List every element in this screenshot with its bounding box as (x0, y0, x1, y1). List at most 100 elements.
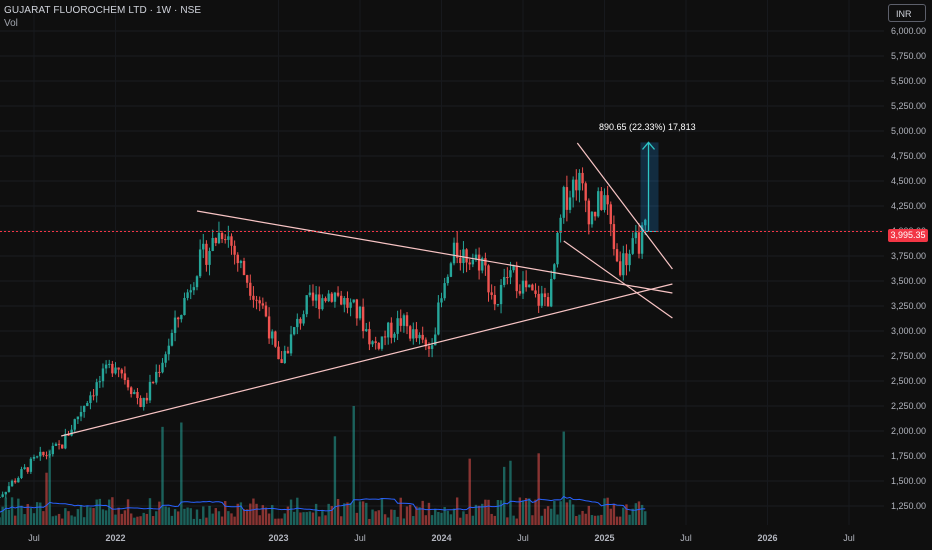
candle-body (299, 318, 302, 324)
volume-bar (562, 431, 565, 525)
volume-bar (4, 497, 7, 525)
volume-bar (587, 505, 591, 525)
volume-bar (415, 506, 418, 525)
volume-bar (61, 518, 64, 525)
price-tick-label: 5,500.00 (891, 76, 926, 86)
candle-body (568, 197, 572, 210)
candle-body (455, 242, 459, 258)
last-price-badge: 3,995.35 (888, 229, 928, 242)
candle-body (1, 494, 4, 497)
candle-body (321, 298, 324, 310)
volume-bar (471, 515, 475, 525)
candle-body (434, 334, 437, 346)
volume-bar (7, 509, 11, 525)
candle-body (111, 363, 114, 374)
volume-bar (612, 503, 616, 525)
candle-body (437, 302, 440, 335)
measure-box (640, 142, 659, 232)
volume-bar (202, 506, 205, 525)
candle-body (421, 334, 424, 340)
volume-bar (82, 517, 86, 525)
volume-bar (79, 504, 83, 525)
candle-body (606, 195, 609, 205)
volume-bar (164, 506, 167, 525)
volume-bar (57, 513, 61, 525)
candle-body (352, 299, 355, 303)
volume-bar (615, 516, 619, 525)
candle-body (114, 367, 117, 374)
candle-body (333, 292, 337, 302)
volume-bar (421, 500, 424, 525)
volume-bar (180, 422, 183, 525)
volume-bar (330, 506, 333, 525)
price-tick-label: 4,250.00 (891, 201, 926, 211)
volume-bar (258, 515, 261, 525)
candle-body (101, 368, 105, 382)
volume-bar (318, 516, 321, 525)
volume-bar (518, 497, 522, 525)
volume-bar (368, 518, 371, 525)
time-tick-label: 2022 (105, 533, 125, 543)
candle-body (120, 369, 123, 374)
candle-body (446, 276, 449, 284)
candle-body (484, 258, 487, 266)
currency-button[interactable]: INR (888, 4, 926, 22)
volume-bar (101, 509, 105, 525)
candle-body (462, 249, 465, 264)
volume-bar (424, 515, 428, 525)
price-tick-label: 5,250.00 (891, 101, 926, 111)
volume-bar (462, 511, 465, 525)
candle-body (39, 451, 42, 457)
candle-body (377, 342, 381, 349)
volume-bar (86, 505, 89, 525)
candle-body (336, 292, 340, 296)
candle-body (126, 380, 130, 388)
candle-body (584, 183, 587, 201)
volume-bar (631, 508, 634, 525)
volume-bar (255, 503, 258, 525)
volume-bar (108, 499, 111, 525)
candle-body (418, 334, 421, 339)
grid (0, 0, 884, 525)
candle-body (202, 243, 205, 250)
volume-bar (644, 511, 647, 525)
price-tick-label: 2,000.00 (891, 426, 926, 436)
candle-body (261, 303, 265, 306)
candle-body (515, 265, 518, 292)
candle-body (543, 293, 547, 298)
candle-body (286, 350, 290, 354)
candle-body (390, 322, 393, 338)
volume-bar (465, 514, 468, 525)
volume-bar (556, 514, 559, 525)
candle-body (82, 405, 86, 412)
volume-bar (92, 508, 95, 525)
candle-body (233, 245, 236, 255)
candle-body (415, 329, 418, 339)
candle-body (23, 467, 26, 470)
volume-bar (434, 508, 437, 525)
volume-bar (117, 507, 120, 525)
volume-bar (443, 507, 446, 525)
volume-bar (170, 515, 174, 525)
volume-bar (220, 516, 224, 525)
volume-bar (499, 500, 503, 525)
volume-bar (537, 453, 540, 525)
candle-body (405, 315, 409, 327)
volume-bar (387, 517, 390, 525)
volume-bar (575, 516, 578, 525)
candle-body (252, 295, 255, 300)
candle-body (637, 232, 641, 254)
volume-bar (396, 516, 399, 525)
candle-body (408, 326, 412, 339)
volume-bar (336, 498, 340, 525)
candle-body (318, 294, 321, 310)
candle-body (267, 316, 271, 339)
candle-body (249, 282, 252, 296)
candle-body (161, 362, 164, 373)
volume-bar (550, 508, 553, 525)
volume-bar (0, 517, 1, 525)
volume-bar (634, 503, 638, 525)
candle-body (198, 249, 202, 277)
candle-body (230, 236, 233, 246)
